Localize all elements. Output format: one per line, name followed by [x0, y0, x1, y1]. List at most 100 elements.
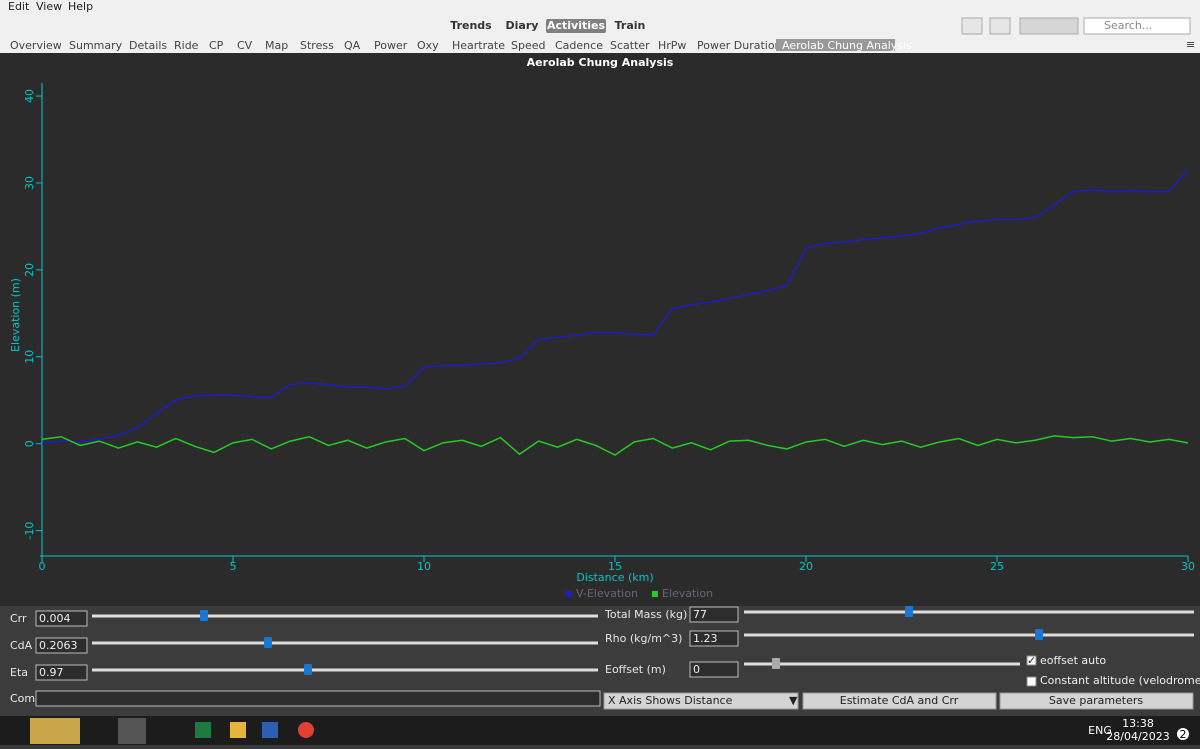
- legend-swatch: [651, 591, 658, 597]
- legend-label: Elevation: [662, 587, 713, 600]
- control-label: Eta: [10, 666, 28, 679]
- series-line: [41, 435, 1189, 456]
- comment-input[interactable]: [35, 690, 601, 707]
- folder-icon[interactable]: [230, 722, 246, 738]
- x-axis-combo[interactable]: [603, 692, 799, 710]
- combo-arrow: ▼: [789, 694, 798, 707]
- active-view-bg: [546, 19, 606, 33]
- view-tab[interactable]: Trends: [450, 19, 492, 32]
- input-value[interactable]: 1.23: [693, 632, 718, 645]
- view-tab[interactable]: Activities: [547, 19, 605, 32]
- tab[interactable]: CV: [237, 39, 253, 52]
- button[interactable]: [999, 692, 1194, 710]
- series-line: [41, 169, 1189, 445]
- checkbox[interactable]: [1026, 676, 1037, 687]
- input-box[interactable]: [689, 630, 739, 647]
- checkbox-label[interactable]: eoffset auto: [1040, 654, 1106, 667]
- checkbox-label[interactable]: Constant altitude (velodrome,...): [1040, 674, 1200, 687]
- control-label: Eoffset (m): [605, 663, 666, 676]
- tab[interactable]: CP: [209, 39, 224, 52]
- tab[interactable]: Scatter: [610, 39, 650, 52]
- clock-date: 28/04/2023: [1106, 730, 1169, 743]
- chart-bg: [0, 53, 1200, 606]
- y-tick-label: 40: [23, 89, 36, 103]
- menu-item[interactable]: Help: [68, 0, 93, 13]
- menu-item[interactable]: Edit: [8, 0, 30, 13]
- slider-handle[interactable]: [1035, 629, 1043, 640]
- tab[interactable]: Speed: [511, 39, 545, 52]
- control-label: Total Mass (kg): [604, 608, 687, 621]
- tab[interactable]: QA: [344, 39, 361, 52]
- tab[interactable]: Power: [374, 39, 408, 52]
- input-box[interactable]: [689, 661, 739, 678]
- chrome-icon[interactable]: [298, 722, 314, 738]
- x-tick-label: 15: [608, 560, 622, 573]
- combo-value[interactable]: X Axis Shows Distance: [608, 694, 733, 707]
- x-tick-label: 0: [39, 560, 46, 573]
- start-icon[interactable]: [30, 718, 80, 744]
- x-tick-label: 25: [990, 560, 1004, 573]
- x-tick-label: 10: [417, 560, 431, 573]
- active-tab-bg: [776, 39, 895, 51]
- notification-badge[interactable]: [1177, 728, 1189, 740]
- checkmark: ✓: [1027, 654, 1036, 667]
- x-tick-label: 20: [799, 560, 813, 573]
- x-tick-label: 5: [230, 560, 237, 573]
- app-icon[interactable]: [118, 718, 146, 744]
- tab[interactable]: Summary: [69, 39, 123, 52]
- tab[interactable]: Ride: [174, 39, 199, 52]
- input-value[interactable]: 0.97: [39, 666, 64, 679]
- input-value[interactable]: 0: [693, 663, 700, 676]
- tab-menu-icon[interactable]: ≡: [1186, 38, 1195, 51]
- slider-handle[interactable]: [264, 637, 272, 648]
- tab[interactable]: Details: [129, 39, 167, 52]
- y-axis-label: Elevation (m): [9, 278, 22, 352]
- legend-swatch: [566, 591, 572, 597]
- input-box[interactable]: [35, 610, 88, 627]
- tab[interactable]: Map: [265, 39, 288, 52]
- input-value[interactable]: 0.004: [39, 612, 71, 625]
- menu-item[interactable]: View: [36, 0, 62, 13]
- sidebar-toggle[interactable]: [961, 17, 983, 35]
- button[interactable]: [802, 692, 997, 710]
- input-box[interactable]: [689, 606, 739, 623]
- checkbox[interactable]: [1026, 655, 1037, 666]
- tab[interactable]: Stress: [300, 39, 334, 52]
- tab[interactable]: Power Duration: [697, 39, 782, 52]
- search-box[interactable]: [1083, 17, 1191, 35]
- button-label[interactable]: Estimate CdA and Crr: [840, 694, 959, 707]
- tab[interactable]: Aerolab Chung Analysis: [782, 39, 912, 52]
- slider-handle[interactable]: [905, 606, 913, 617]
- tab[interactable]: Overview: [10, 39, 62, 52]
- control-label: Crr: [10, 612, 27, 625]
- input-value[interactable]: 77: [693, 608, 707, 621]
- y-tick-label: -10: [23, 522, 36, 540]
- tab[interactable]: Cadence: [555, 39, 603, 52]
- slider-handle[interactable]: [304, 664, 312, 675]
- chart-title: Aerolab Chung Analysis: [527, 56, 674, 69]
- word-icon[interactable]: [262, 722, 278, 738]
- tab[interactable]: Oxy: [417, 39, 439, 52]
- y-tick-label: 20: [23, 263, 36, 277]
- y-tick-label: 0: [23, 440, 36, 447]
- input-box[interactable]: [35, 637, 88, 654]
- view-tab[interactable]: Train: [615, 19, 646, 32]
- slider-handle[interactable]: [200, 610, 208, 621]
- control-label: CdA: [10, 639, 33, 652]
- button-label[interactable]: Save parameters: [1049, 694, 1144, 707]
- control-label: Com: [10, 692, 35, 705]
- bottom-toggle[interactable]: [989, 17, 1011, 35]
- input-value[interactable]: 0.2063: [39, 639, 78, 652]
- excel-icon[interactable]: [195, 722, 211, 738]
- view-tab[interactable]: Diary: [506, 19, 539, 32]
- x-axis-label: Distance (km): [576, 571, 653, 584]
- tab[interactable]: HrPw: [658, 39, 686, 52]
- slider-handle[interactable]: [772, 658, 780, 669]
- notification-count[interactable]: 2: [1180, 728, 1187, 741]
- tab[interactable]: Heartrate: [452, 39, 505, 52]
- search-placeholder[interactable]: Search...: [1104, 19, 1152, 32]
- layout-toggle[interactable]: [1019, 17, 1079, 35]
- input-box[interactable]: [35, 664, 88, 681]
